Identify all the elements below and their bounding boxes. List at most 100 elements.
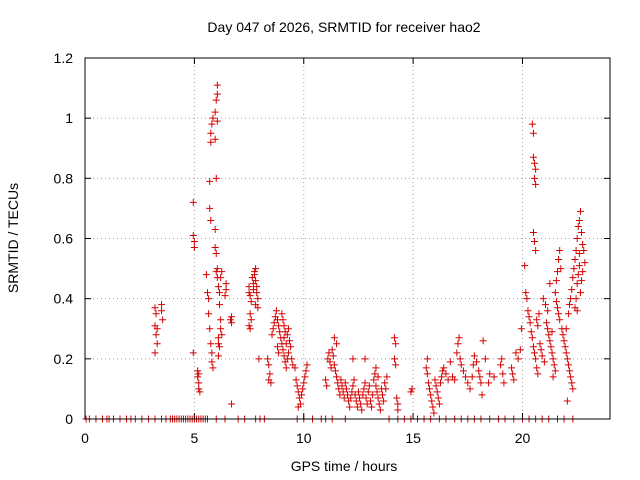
data-point xyxy=(548,349,556,357)
data-point xyxy=(335,385,343,393)
data-point xyxy=(323,382,331,390)
data-point xyxy=(454,340,462,348)
data-point xyxy=(554,268,561,276)
data-point xyxy=(576,207,584,215)
data-point xyxy=(298,391,306,399)
data-point xyxy=(563,355,571,363)
data-point xyxy=(538,352,546,360)
data-point xyxy=(560,337,568,345)
data-point xyxy=(566,301,574,309)
data-point xyxy=(249,286,257,294)
data-point xyxy=(228,400,236,408)
data-point xyxy=(251,271,259,279)
data-point xyxy=(541,301,549,309)
data-point xyxy=(456,355,464,363)
data-point xyxy=(477,379,485,387)
data-point xyxy=(152,331,160,339)
data-point xyxy=(382,385,390,393)
data-point xyxy=(202,271,210,279)
data-point xyxy=(569,385,577,393)
data-point xyxy=(287,343,295,351)
data-point xyxy=(512,349,520,357)
data-point xyxy=(349,382,357,390)
data-point xyxy=(213,117,221,125)
data-point xyxy=(206,325,214,333)
data-point xyxy=(209,364,217,372)
data-point xyxy=(228,313,236,321)
axis-ticks xyxy=(84,57,610,420)
data-point xyxy=(526,319,534,327)
data-point xyxy=(217,274,225,282)
data-point xyxy=(392,361,400,369)
data-point xyxy=(550,361,558,369)
data-point xyxy=(440,364,448,372)
data-point xyxy=(208,358,216,366)
data-point xyxy=(195,379,203,387)
data-point xyxy=(429,403,437,411)
data-point xyxy=(267,379,275,387)
data-point xyxy=(535,310,543,318)
data-points xyxy=(82,81,589,423)
data-point xyxy=(288,355,296,363)
data-point xyxy=(246,310,254,318)
data-point xyxy=(514,355,522,363)
data-point xyxy=(279,346,287,354)
data-point xyxy=(213,265,221,273)
data-point xyxy=(214,283,222,291)
data-point xyxy=(357,400,365,408)
data-point xyxy=(575,262,583,270)
data-point xyxy=(568,379,576,387)
data-point xyxy=(392,340,400,348)
data-point xyxy=(196,388,204,396)
data-point xyxy=(275,349,283,357)
data-point xyxy=(559,331,567,339)
data-point xyxy=(545,331,553,339)
data-point xyxy=(372,382,380,390)
data-point xyxy=(333,373,341,381)
data-point xyxy=(252,277,260,285)
data-point xyxy=(531,238,539,246)
data-point xyxy=(549,355,557,363)
data-point xyxy=(533,316,541,324)
data-point xyxy=(391,355,399,363)
data-point xyxy=(214,334,222,342)
data-point xyxy=(245,289,253,297)
data-point xyxy=(204,289,211,297)
data-point xyxy=(572,295,580,303)
data-point xyxy=(486,370,494,378)
data-point xyxy=(252,265,260,273)
data-point xyxy=(207,138,215,146)
data-point xyxy=(190,244,198,252)
data-point xyxy=(473,358,481,366)
data-point xyxy=(334,379,342,387)
data-point xyxy=(466,385,474,393)
data-point xyxy=(439,367,447,375)
data-point xyxy=(431,376,439,384)
data-point xyxy=(517,325,525,333)
data-point xyxy=(457,361,465,369)
data-point xyxy=(394,406,402,414)
data-point xyxy=(206,177,214,185)
data-point xyxy=(481,355,489,363)
data-point xyxy=(546,280,554,288)
data-point xyxy=(228,319,236,327)
data-point xyxy=(475,367,483,375)
data-point xyxy=(548,328,556,336)
data-point xyxy=(158,301,166,309)
data-point xyxy=(245,322,253,330)
data-point xyxy=(476,373,484,381)
data-point xyxy=(529,153,537,161)
data-point xyxy=(358,406,366,414)
data-point xyxy=(575,250,583,258)
data-point xyxy=(195,385,203,393)
data-point xyxy=(522,289,530,297)
data-point xyxy=(434,394,442,402)
data-point xyxy=(576,289,584,297)
data-point xyxy=(354,388,362,396)
data-point xyxy=(212,174,220,182)
data-point xyxy=(189,231,197,239)
data-point xyxy=(422,364,430,372)
data-point xyxy=(573,235,581,242)
data-point xyxy=(274,343,281,351)
x-tick-label: 5 xyxy=(190,430,198,446)
